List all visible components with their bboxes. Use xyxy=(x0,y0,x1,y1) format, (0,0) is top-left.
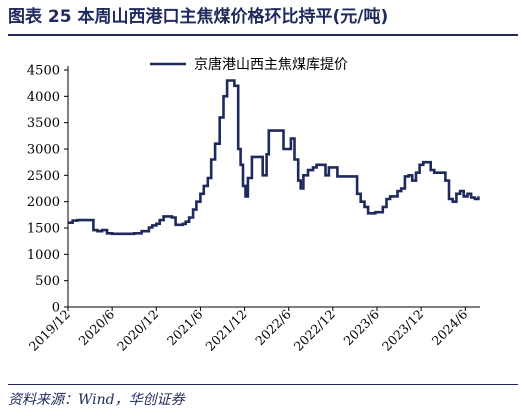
source-rule xyxy=(8,384,518,385)
x-tick-label: 2020/6 xyxy=(76,306,118,348)
x-tick-label: 2023/6 xyxy=(340,306,382,348)
y-axis: 0 500 1000 1500 2000 2500 3000 3500 4000 4500 xyxy=(27,64,69,316)
x-tick-label: 2021/12 xyxy=(202,307,249,354)
y-tick-label: 3500 xyxy=(27,116,60,131)
series-layer xyxy=(68,79,480,236)
x-tick-label: 2022/12 xyxy=(291,307,338,354)
y-tick-label: 3000 xyxy=(27,143,60,158)
y-tick-label: 0 xyxy=(52,301,60,316)
x-tick-label: 2023/12 xyxy=(379,307,426,354)
series-line xyxy=(68,79,480,236)
y-tick-label: 2000 xyxy=(27,195,60,210)
source-note: 资料来源：Wind，华创证券 xyxy=(8,392,185,408)
x-tick-label: 2022/6 xyxy=(252,306,294,348)
y-tick-label: 500 xyxy=(35,274,60,289)
legend: 京唐港山西主焦煤库提价 xyxy=(150,56,348,73)
y-tick-label: 4500 xyxy=(27,64,60,79)
legend-label: 京唐港山西主焦煤库提价 xyxy=(194,56,348,73)
x-tick-label: 2019/12 xyxy=(26,307,73,354)
x-tick-label: 2024/6 xyxy=(429,306,471,348)
y-tick-label: 1000 xyxy=(27,248,60,263)
y-tick-label: 1500 xyxy=(27,222,60,237)
x-tick-label: 2021/6 xyxy=(164,306,206,348)
figure-title: 图表 25 本周山西港口主焦煤价格环比持平(元/吨) xyxy=(8,7,389,27)
y-tick-label: 2500 xyxy=(27,169,60,184)
y-tick-label: 4000 xyxy=(27,90,60,105)
title-rule xyxy=(8,34,518,36)
price-line-chart: 0 500 1000 1500 2000 2500 3000 3500 4000 4500 201… xyxy=(26,56,480,354)
x-tick-label: 2020/12 xyxy=(114,307,161,354)
